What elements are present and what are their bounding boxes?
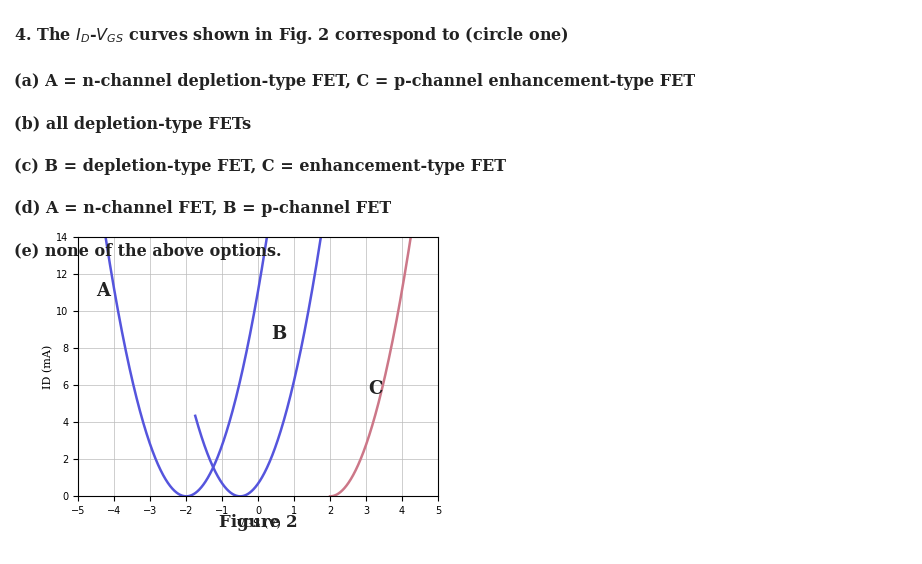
Text: A: A [96,282,111,300]
Text: (a) A = n-channel depletion-type FET, C = p-channel enhancement-type FET: (a) A = n-channel depletion-type FET, C … [14,73,695,90]
Text: (d) A = n-channel FET, B = p-channel FET: (d) A = n-channel FET, B = p-channel FET [14,200,391,217]
Text: C: C [368,380,383,398]
Text: 4. The $I_D$-$V_{GS}$ curves shown in Fig. 2 correspond to (circle one): 4. The $I_D$-$V_{GS}$ curves shown in Fi… [14,25,569,46]
Text: (e) none of the above options.: (e) none of the above options. [14,243,281,259]
Text: B: B [271,325,286,343]
Text: (b) all depletion-type FETs: (b) all depletion-type FETs [14,116,251,133]
Text: Figure 2: Figure 2 [219,514,298,531]
X-axis label: VGS (V): VGS (V) [236,519,280,529]
Text: (c) B = depletion-type FET, C = enhancement-type FET: (c) B = depletion-type FET, C = enhancem… [14,158,506,175]
Y-axis label: ID (mA): ID (mA) [43,345,53,389]
